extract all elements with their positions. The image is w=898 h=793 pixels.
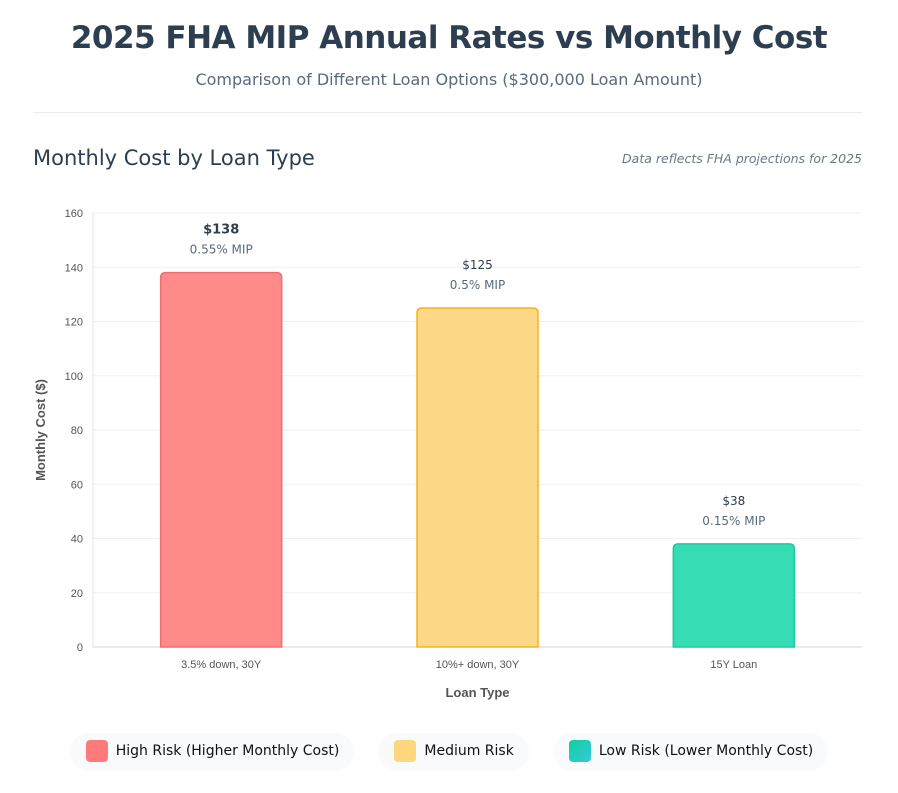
legend-swatch bbox=[568, 740, 591, 762]
bar-value-label: $138 bbox=[203, 223, 239, 238]
x-tick-label: 3.5% down, 30Y bbox=[181, 659, 262, 671]
legend-swatch bbox=[85, 740, 108, 762]
y-tick-label: 100 bbox=[65, 371, 83, 383]
legend-swatch bbox=[394, 740, 417, 762]
y-tick-label: 120 bbox=[65, 317, 83, 329]
page-title: 2025 FHA MIP Annual Rates vs Monthly Cos… bbox=[70, 20, 828, 56]
bar-mip-label: 0.55% MIP bbox=[190, 243, 253, 257]
x-tick-label: 10%+ down, 30Y bbox=[436, 659, 520, 671]
y-tick-label: 20 bbox=[71, 588, 83, 600]
legend-label: Medium Risk bbox=[424, 743, 514, 759]
y-tick-label: 60 bbox=[71, 479, 83, 491]
data-note: Data reflects FHA projections for 2025 bbox=[622, 151, 862, 166]
bar bbox=[672, 543, 796, 648]
bar-value-label: $125 bbox=[462, 258, 493, 272]
bar bbox=[416, 307, 539, 648]
bar bbox=[159, 271, 283, 648]
legend: High Risk (Higher Monthly Cost) Medium R… bbox=[0, 733, 898, 769]
bar-value-label: $38 bbox=[722, 494, 745, 508]
x-axis-title: Loan Type bbox=[445, 685, 509, 700]
bar-chart: 0 20 40 60 80 100 120 140 160 $138 0.55% MIP 3.5% d… bbox=[33, 208, 862, 700]
y-tick-label: 80 bbox=[71, 425, 83, 437]
y-tick-label: 140 bbox=[65, 262, 83, 274]
bar-mip-label: 0.5% MIP bbox=[450, 278, 505, 292]
y-tick-label: 0 bbox=[77, 642, 83, 654]
section-title: Monthly Cost by Loan Type bbox=[33, 146, 315, 170]
legend-item-low-risk[interactable]: Low Risk (Lower Monthly Cost) bbox=[553, 733, 828, 769]
bar-mip-label: 0.15% MIP bbox=[702, 514, 765, 528]
legend-item-medium-risk[interactable]: Medium Risk bbox=[379, 733, 528, 769]
divider bbox=[33, 112, 862, 113]
legend-label: High Risk (Higher Monthly Cost) bbox=[115, 743, 340, 759]
x-tick-label: 15Y Loan bbox=[710, 659, 757, 671]
y-tick-label: 160 bbox=[65, 208, 83, 220]
legend-label: Low Risk (Lower Monthly Cost) bbox=[598, 743, 814, 759]
page-subtitle: Comparison of Different Loan Options ($3… bbox=[195, 70, 703, 89]
legend-item-high-risk[interactable]: High Risk (Higher Monthly Cost) bbox=[70, 733, 354, 769]
y-tick-label: 40 bbox=[71, 534, 83, 546]
y-axis-title: Monthly Cost ($) bbox=[33, 379, 48, 481]
